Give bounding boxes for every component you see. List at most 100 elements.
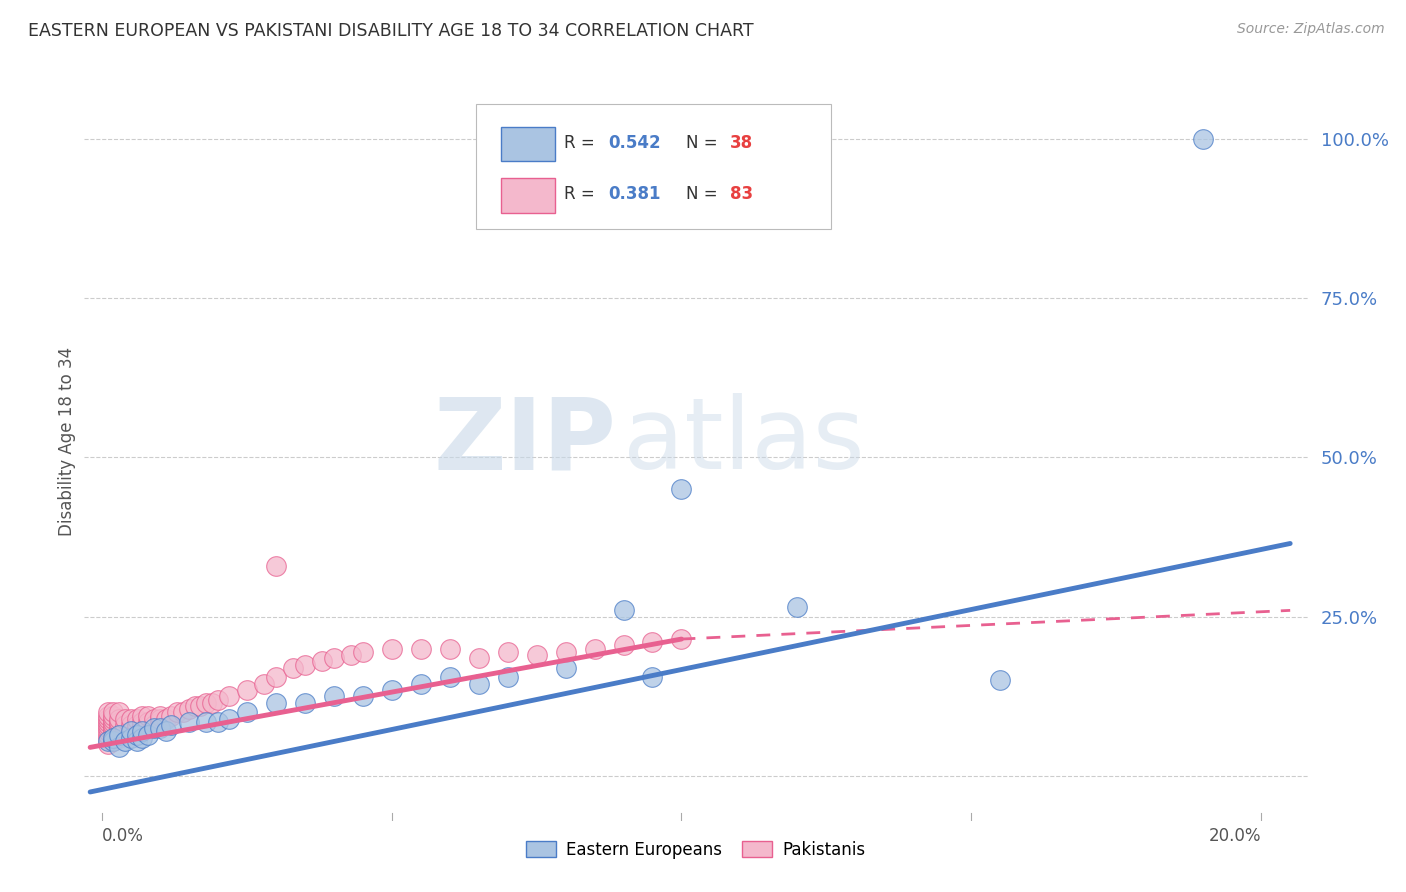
Point xyxy=(108,706,131,720)
Point xyxy=(96,724,118,739)
FancyBboxPatch shape xyxy=(475,104,831,229)
Point xyxy=(96,734,118,748)
Point xyxy=(671,483,693,497)
Text: 0.381: 0.381 xyxy=(607,186,661,203)
Point xyxy=(467,676,489,690)
Y-axis label: Disability Age 18 to 34: Disability Age 18 to 34 xyxy=(58,347,76,536)
Point xyxy=(264,670,287,684)
Point xyxy=(96,728,118,742)
Point xyxy=(160,718,183,732)
Point xyxy=(108,721,131,735)
Point xyxy=(142,718,165,732)
Point xyxy=(103,734,125,748)
Point xyxy=(114,728,136,742)
Point xyxy=(120,712,142,726)
Point xyxy=(125,718,148,732)
Point xyxy=(96,721,118,735)
Point xyxy=(322,690,344,704)
Point xyxy=(554,661,576,675)
Text: R =: R = xyxy=(564,134,600,152)
Point xyxy=(103,728,125,742)
Point xyxy=(340,648,363,662)
Point xyxy=(149,721,172,735)
Point xyxy=(160,708,183,723)
Text: 83: 83 xyxy=(730,186,754,203)
Point xyxy=(131,724,153,739)
Point xyxy=(136,714,159,729)
Point xyxy=(183,698,205,713)
Point xyxy=(294,657,316,672)
Point xyxy=(311,654,333,668)
Point xyxy=(235,683,257,698)
Point xyxy=(352,690,374,704)
Point xyxy=(103,721,125,735)
Point xyxy=(120,721,142,735)
Point xyxy=(108,731,131,745)
Point xyxy=(409,641,432,656)
Point xyxy=(612,639,634,653)
Point xyxy=(96,708,118,723)
Point xyxy=(114,734,136,748)
Point xyxy=(142,712,165,726)
Text: 0.542: 0.542 xyxy=(607,134,661,152)
Point xyxy=(108,728,131,742)
Point xyxy=(1192,132,1215,146)
Point xyxy=(671,632,693,646)
Point xyxy=(294,696,316,710)
Point xyxy=(103,706,125,720)
Point xyxy=(125,728,148,742)
Text: Source: ZipAtlas.com: Source: ZipAtlas.com xyxy=(1237,22,1385,37)
Point xyxy=(149,714,172,729)
Point xyxy=(467,651,489,665)
Text: 20.0%: 20.0% xyxy=(1209,827,1261,845)
Point xyxy=(172,706,194,720)
FancyBboxPatch shape xyxy=(502,178,555,213)
Point xyxy=(641,670,664,684)
Point xyxy=(439,641,461,656)
Point xyxy=(120,731,142,745)
Point xyxy=(439,670,461,684)
Point xyxy=(103,724,125,739)
Legend: Eastern Europeans, Pakistanis: Eastern Europeans, Pakistanis xyxy=(520,834,872,865)
Point xyxy=(381,683,404,698)
Point xyxy=(96,714,118,729)
Text: ZIP: ZIP xyxy=(433,393,616,490)
Point xyxy=(96,731,118,745)
Point xyxy=(103,734,125,748)
Point xyxy=(136,708,159,723)
Point xyxy=(554,645,576,659)
Point xyxy=(103,712,125,726)
Point xyxy=(201,696,224,710)
Point xyxy=(142,721,165,735)
Point xyxy=(125,712,148,726)
Point xyxy=(166,706,188,720)
Point xyxy=(108,718,131,732)
Point xyxy=(496,645,519,659)
Point xyxy=(103,714,125,729)
Point xyxy=(281,661,304,675)
Point xyxy=(120,724,142,739)
FancyBboxPatch shape xyxy=(502,127,555,161)
Point xyxy=(103,708,125,723)
Point xyxy=(114,724,136,739)
Point xyxy=(131,718,153,732)
Point xyxy=(612,603,634,617)
Point xyxy=(988,673,1011,688)
Point xyxy=(114,721,136,735)
Point xyxy=(207,714,229,729)
Point xyxy=(125,734,148,748)
Point xyxy=(264,696,287,710)
Point xyxy=(136,718,159,732)
Point xyxy=(96,718,118,732)
Text: 38: 38 xyxy=(730,134,754,152)
Text: R =: R = xyxy=(564,186,600,203)
Point xyxy=(96,737,118,751)
Point xyxy=(114,718,136,732)
Point xyxy=(120,718,142,732)
Point xyxy=(149,712,172,726)
Point xyxy=(195,696,218,710)
Text: N =: N = xyxy=(686,186,723,203)
Point xyxy=(177,702,200,716)
Text: atlas: atlas xyxy=(623,393,865,490)
Point xyxy=(96,706,118,720)
